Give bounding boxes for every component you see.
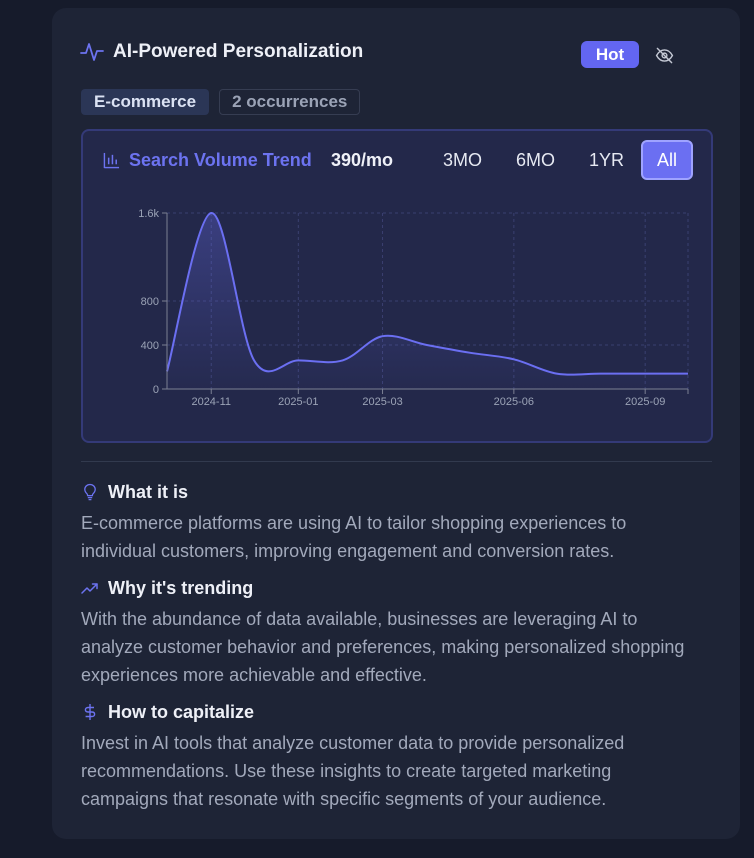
range-1yr-button[interactable]: 1YR bbox=[588, 149, 624, 170]
section-divider bbox=[81, 461, 712, 462]
occurrences-tag: 2 occurrences bbox=[219, 89, 361, 115]
trending-up-icon bbox=[81, 583, 98, 594]
activity-icon bbox=[80, 43, 104, 61]
chart-title: Search Volume Trend bbox=[129, 150, 312, 170]
why-trending-text: With the abundance of data available, bu… bbox=[81, 609, 685, 685]
category-tag: E-commerce bbox=[81, 89, 210, 115]
eye-off-icon[interactable] bbox=[655, 46, 674, 65]
hot-badge: Hot bbox=[581, 41, 639, 68]
x-tick-label: 2025-01 bbox=[278, 396, 318, 408]
range-selector: 3MO 6MO 1YR All bbox=[426, 140, 693, 180]
chart-plot: 0 400 800 1.6k 2024-11 2025-01 2025-03 2025-06 2… bbox=[138, 208, 689, 408]
how-to-capitalize-title: How to capitalize bbox=[108, 702, 255, 722]
y-tick-label: 400 bbox=[141, 340, 159, 352]
lightbulb-icon bbox=[84, 483, 96, 501]
search-volume-chart: Search Volume Trend 390/mo 3MO 6MO 1YR A… bbox=[81, 129, 713, 443]
bar-chart-icon bbox=[103, 152, 120, 169]
x-tick-label: 2024-11 bbox=[191, 396, 231, 408]
dollar-icon bbox=[84, 704, 96, 720]
range-6mo-button[interactable]: 6MO bbox=[515, 149, 555, 170]
card-header: AI-Powered Personalization Hot bbox=[80, 38, 712, 68]
why-trending-title: Why it's trending bbox=[108, 578, 254, 598]
what-it-is-section: What it is E-commerce platforms are usin… bbox=[81, 481, 691, 565]
range-3mo-button[interactable]: 3MO bbox=[442, 149, 482, 170]
trend-card: AI-Powered Personalization Hot E-commerc… bbox=[52, 8, 740, 839]
how-to-capitalize-text: Invest in AI tools that analyze customer… bbox=[81, 733, 625, 809]
x-tick-label: 2025-06 bbox=[494, 396, 534, 408]
how-to-capitalize-section: How to capitalize Invest in AI tools tha… bbox=[81, 701, 691, 813]
series-area bbox=[167, 212, 688, 389]
y-tick-label: 1.6k bbox=[138, 208, 159, 220]
x-tick-label: 2025-09 bbox=[625, 396, 665, 408]
series-line bbox=[166, 212, 688, 376]
y-tick-label: 0 bbox=[153, 384, 159, 396]
tag-row: E-commerce 2 occurrences bbox=[81, 89, 361, 115]
range-all-button[interactable]: All bbox=[640, 140, 693, 180]
search-volume-value: 390/mo bbox=[331, 150, 394, 170]
card-title: AI-Powered Personalization bbox=[113, 41, 364, 62]
what-it-is-text: E-commerce platforms are using AI to tai… bbox=[81, 513, 627, 561]
chart-header: Search Volume Trend 390/mo 3MO 6MO 1YR A… bbox=[103, 140, 693, 180]
why-trending-section: Why it's trending With the abundance of … bbox=[81, 577, 691, 689]
x-tick-label: 2025-03 bbox=[362, 396, 402, 408]
y-tick-label: 800 bbox=[141, 296, 159, 308]
what-it-is-title: What it is bbox=[108, 482, 188, 502]
